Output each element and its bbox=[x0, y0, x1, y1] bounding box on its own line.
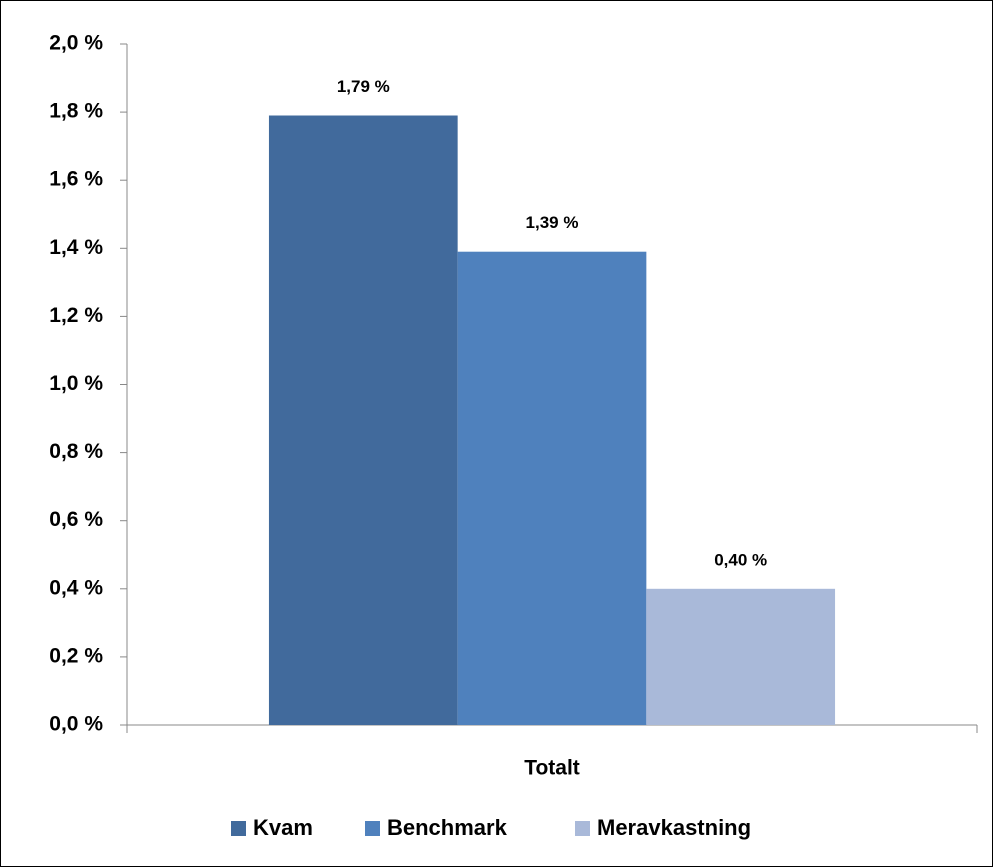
y-tick-label: 1,8 % bbox=[49, 100, 103, 123]
y-tick-label: 0,6 % bbox=[49, 508, 103, 531]
bar bbox=[268, 115, 458, 725]
y-tick-label: 0,8 % bbox=[49, 440, 103, 463]
legend-label: Kvam bbox=[253, 815, 313, 840]
value-label: 1,79 % bbox=[337, 77, 390, 96]
y-tick-label: 1,2 % bbox=[49, 304, 103, 327]
y-tick-label: 1,6 % bbox=[49, 168, 103, 191]
y-tick-label: 2,0 % bbox=[49, 32, 103, 55]
bar bbox=[646, 588, 836, 725]
y-tick-label: 1,0 % bbox=[49, 372, 103, 395]
y-tick-label: 0,4 % bbox=[49, 576, 103, 599]
y-tick-label: 1,4 % bbox=[49, 236, 103, 259]
value-label: 0,40 % bbox=[714, 550, 767, 569]
legend-label: Benchmark bbox=[387, 815, 508, 840]
bar bbox=[457, 251, 647, 725]
legend-label: Meravkastning bbox=[597, 815, 751, 840]
y-tick-label: 0,0 % bbox=[49, 713, 103, 736]
legend-swatch bbox=[575, 821, 590, 836]
value-label: 1,39 % bbox=[526, 213, 579, 232]
legend-swatch bbox=[231, 821, 246, 836]
x-tick-label: Totalt bbox=[524, 757, 580, 780]
y-tick-label: 0,2 % bbox=[49, 644, 103, 667]
legend-swatch bbox=[365, 821, 380, 836]
